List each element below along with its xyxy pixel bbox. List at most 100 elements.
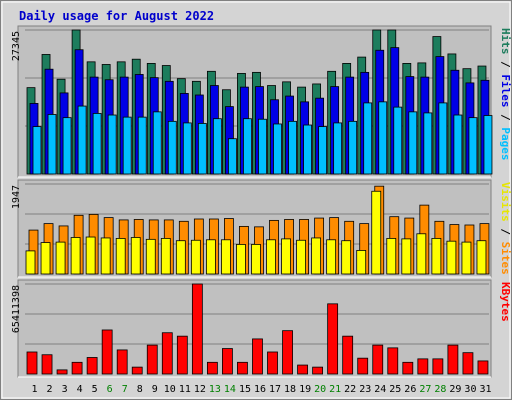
visits-bar-sites [190, 239, 201, 275]
usage-bar-pages [243, 118, 252, 175]
kbytes-bar-kbytes [252, 338, 263, 375]
day-label: 12 [194, 384, 206, 395]
legend-separator: / [499, 55, 512, 75]
day-label: 10 [164, 384, 176, 395]
kbytes-side-legend: KBytes [499, 282, 512, 322]
day-label: 30 [464, 384, 476, 395]
legend-kbytes: KBytes [499, 282, 512, 322]
visits-bar-sites [130, 237, 141, 275]
visits-bar-sites [55, 241, 66, 275]
kbytes-bar-kbytes [41, 354, 53, 375]
usage-max-label: 27345 [11, 31, 22, 61]
visits-bar-sites [70, 237, 81, 275]
usage-bar-pages [378, 101, 388, 175]
visits-bar-sites [160, 238, 171, 275]
day-label: 20 [314, 384, 326, 395]
visits-max-label: 1947 [11, 185, 22, 209]
kbytes-bar-kbytes [432, 358, 444, 375]
visits-bar-sites [175, 240, 186, 275]
usage-bar-pages [318, 126, 328, 175]
usage-bar-pages [197, 123, 207, 175]
day-label: 1 [32, 384, 38, 395]
usage-bar-pages [47, 114, 57, 175]
visits-bar-sites [476, 240, 487, 275]
legend-separator: / [499, 222, 512, 242]
kbytes-bar-kbytes [191, 283, 203, 375]
usage-panel: 27345 Hits / Files / Pages [11, 25, 512, 178]
kbytes-bar-kbytes [56, 369, 68, 375]
legend-visits: Visits [499, 182, 512, 222]
usage-bar-pages [258, 118, 267, 175]
usage-bar-pages [107, 114, 117, 175]
kbytes-bar-kbytes [387, 347, 399, 375]
day-label: 21 [329, 384, 341, 395]
day-label: 15 [239, 384, 251, 395]
usage-bar-pages [212, 118, 222, 175]
usage-bar-pages [182, 122, 192, 175]
kbytes-bar-kbytes [342, 335, 354, 375]
kbytes-panel: 65411398 KBytes [11, 279, 512, 378]
visits-bar-sites [431, 238, 442, 275]
usage-bar-pages [393, 106, 403, 175]
usage-bar-pages [228, 138, 237, 175]
visits-bar-sites [85, 236, 96, 275]
visits-bar-sites [311, 237, 322, 275]
day-label: 18 [284, 384, 296, 395]
visits-bar-sites [25, 250, 36, 275]
usage-bar-pages [348, 120, 358, 175]
day-label: 8 [137, 384, 143, 395]
day-label: 16 [254, 384, 266, 395]
usage-bar-pages [363, 102, 373, 175]
visits-bar-sites [40, 242, 51, 275]
usage-bar-pages [288, 120, 297, 175]
kbytes-bar-kbytes [222, 348, 233, 375]
visits-bar-sites [416, 233, 427, 275]
day-label: 9 [152, 384, 158, 395]
visits-bar-sites [371, 190, 382, 275]
usage-side-legend: Hits / Files / Pages [499, 28, 512, 161]
day-label: 23 [359, 384, 371, 395]
day-label: 5 [92, 384, 98, 395]
visits-bar-sites [251, 244, 261, 275]
kbytes-bar-kbytes [402, 361, 414, 375]
usage-bar-pages [468, 117, 478, 175]
visits-bar-sites [236, 244, 246, 275]
visits-bar-sites [205, 239, 216, 275]
usage-bar-pages [333, 122, 343, 175]
visits-bar-sites [341, 240, 352, 275]
kbytes-bar-kbytes [282, 330, 293, 375]
kbytes-bar-kbytes [267, 351, 278, 375]
kbytes-bar-kbytes [447, 344, 459, 375]
legend-files: Files [499, 74, 512, 107]
visits-bar-sites [446, 240, 457, 275]
day-label: 19 [299, 384, 311, 395]
usage-bar-pages [152, 111, 162, 175]
usage-bar-pages [77, 105, 87, 175]
kbytes-bar-kbytes [131, 366, 143, 375]
day-label: 28 [434, 384, 446, 395]
visits-panel: 1947 Visits / Sites [11, 179, 512, 278]
day-label: 2 [47, 384, 53, 395]
kbytes-bar-kbytes [101, 329, 113, 375]
kbytes-bar-kbytes [372, 344, 384, 375]
legend-hits: Hits [499, 28, 512, 55]
chart-panels: 27345 Hits / Files / Pages 1947 Visits / Si… [11, 25, 512, 378]
usage-bar-pages [273, 123, 282, 175]
visits-bar-sites [401, 238, 412, 275]
kbytes-bar-kbytes [462, 352, 474, 375]
kbytes-bar-kbytes [357, 357, 369, 375]
day-label: 14 [224, 384, 236, 395]
day-label: 13 [209, 384, 221, 395]
kbytes-bar-kbytes [26, 351, 38, 375]
visits-bar-sites [115, 238, 126, 275]
legend-sites: Sites [499, 242, 512, 275]
usage-bar-pages [122, 116, 132, 175]
usage-bar-pages [453, 114, 463, 175]
day-label: 4 [77, 384, 83, 395]
visits-bar-sites [326, 239, 337, 275]
visits-bar-sites [145, 238, 156, 275]
kbytes-bar-kbytes [417, 358, 429, 375]
usage-bar-pages [62, 117, 72, 175]
